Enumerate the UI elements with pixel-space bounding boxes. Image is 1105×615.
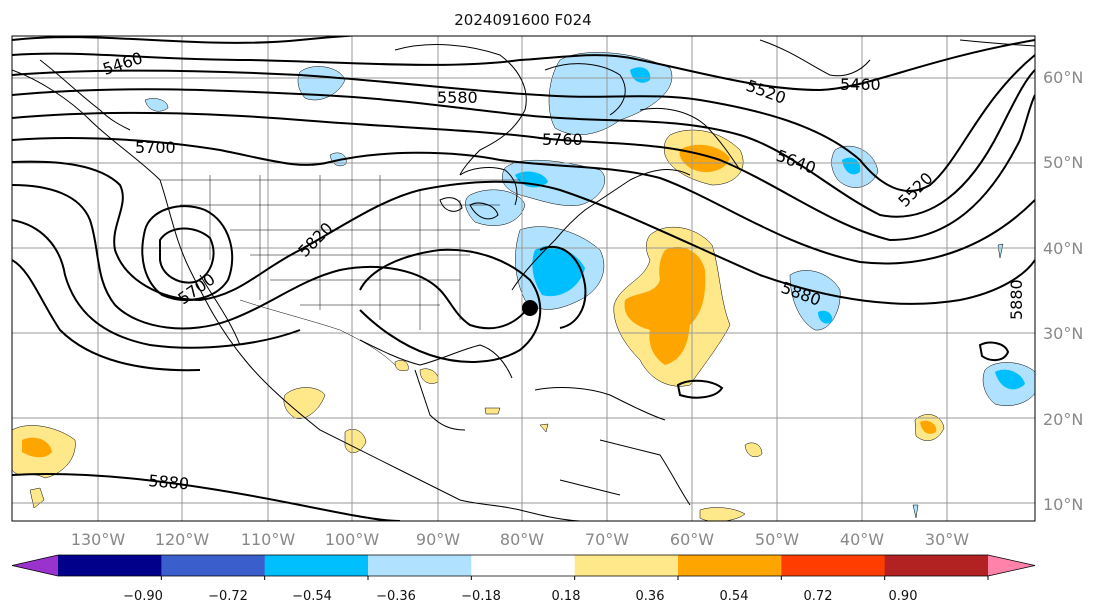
colorbar-tick-label: −0.36 [376, 589, 416, 604]
contour-label: 5880 [148, 471, 190, 493]
colorbar-tick-label: 0.72 [804, 589, 833, 604]
lon-label: 130°W [71, 530, 126, 549]
colorbar-segment [58, 555, 162, 576]
lon-label: 40°W [840, 530, 884, 549]
lat-label: 60°N [1043, 68, 1083, 87]
colorbar-segment [678, 555, 782, 576]
height-contours [12, 36, 1035, 521]
colorbar [11, 554, 1036, 580]
colorbar-segment [368, 555, 472, 576]
storm-center-marker [522, 300, 538, 316]
colorbar-segment [574, 555, 679, 576]
colorbar-tick-label: 0.54 [720, 589, 749, 604]
negative-anomaly-patches [144, 52, 1035, 519]
lat-label: 40°N [1043, 239, 1083, 258]
contour-label: 5760 [542, 130, 583, 149]
colorbar-tick-label: 0.18 [552, 589, 581, 604]
contour-label: 5580 [437, 88, 478, 107]
latitude-labels: 60°N 50°N 40°N 30°N 20°N 10°N [1043, 68, 1083, 514]
lon-label: 90°W [416, 530, 460, 549]
lon-label: 60°W [670, 530, 714, 549]
colorbar-tick-label: −0.90 [123, 589, 163, 604]
colorbar-segment [264, 555, 369, 576]
lat-label: 10°N [1043, 495, 1083, 514]
lon-label: 80°W [500, 530, 544, 549]
colorbar-extend-min [12, 555, 58, 576]
colorbar-outline [11, 554, 1036, 577]
colorbar-tick-label: 0.36 [636, 589, 665, 604]
colorbar-tick-label: −0.18 [461, 589, 501, 604]
colorbar-labels: −0.90 −0.72 −0.54 −0.36 −0.18 0.18 0.36 … [123, 589, 917, 604]
lon-label: 110°W [241, 530, 296, 549]
lon-label: 70°W [585, 530, 629, 549]
colorbar-segment [884, 555, 989, 576]
map-title: 2024091600 F024 [454, 11, 591, 29]
political-borders [160, 175, 520, 366]
lon-label: 30°W [925, 530, 969, 549]
map-area [12, 36, 1035, 521]
colorbar-tick-label: −0.54 [292, 589, 332, 604]
map-frame [11, 35, 1036, 522]
lon-label: 50°W [755, 530, 799, 549]
lat-label: 20°N [1043, 410, 1083, 429]
colorbar-tick-label: 0.90 [889, 589, 918, 604]
contour-label: 5460 [840, 75, 881, 94]
contour-label: 5880 [1007, 279, 1026, 320]
longitude-labels: 130°W 120°W 110°W 100°W 90°W 80°W 70°W 6… [71, 530, 969, 549]
lon-label: 100°W [325, 530, 380, 549]
colorbar-tick-label: −0.72 [208, 589, 248, 604]
lat-label: 50°N [1043, 153, 1083, 172]
contour-label: 5700 [135, 138, 176, 157]
colorbar-segment [161, 555, 266, 576]
lat-label: 30°N [1043, 324, 1083, 343]
lon-label: 120°W [155, 530, 210, 549]
colorbar-segment [781, 555, 886, 576]
colorbar-segment [471, 555, 576, 576]
colorbar-extend-max [988, 555, 1035, 576]
